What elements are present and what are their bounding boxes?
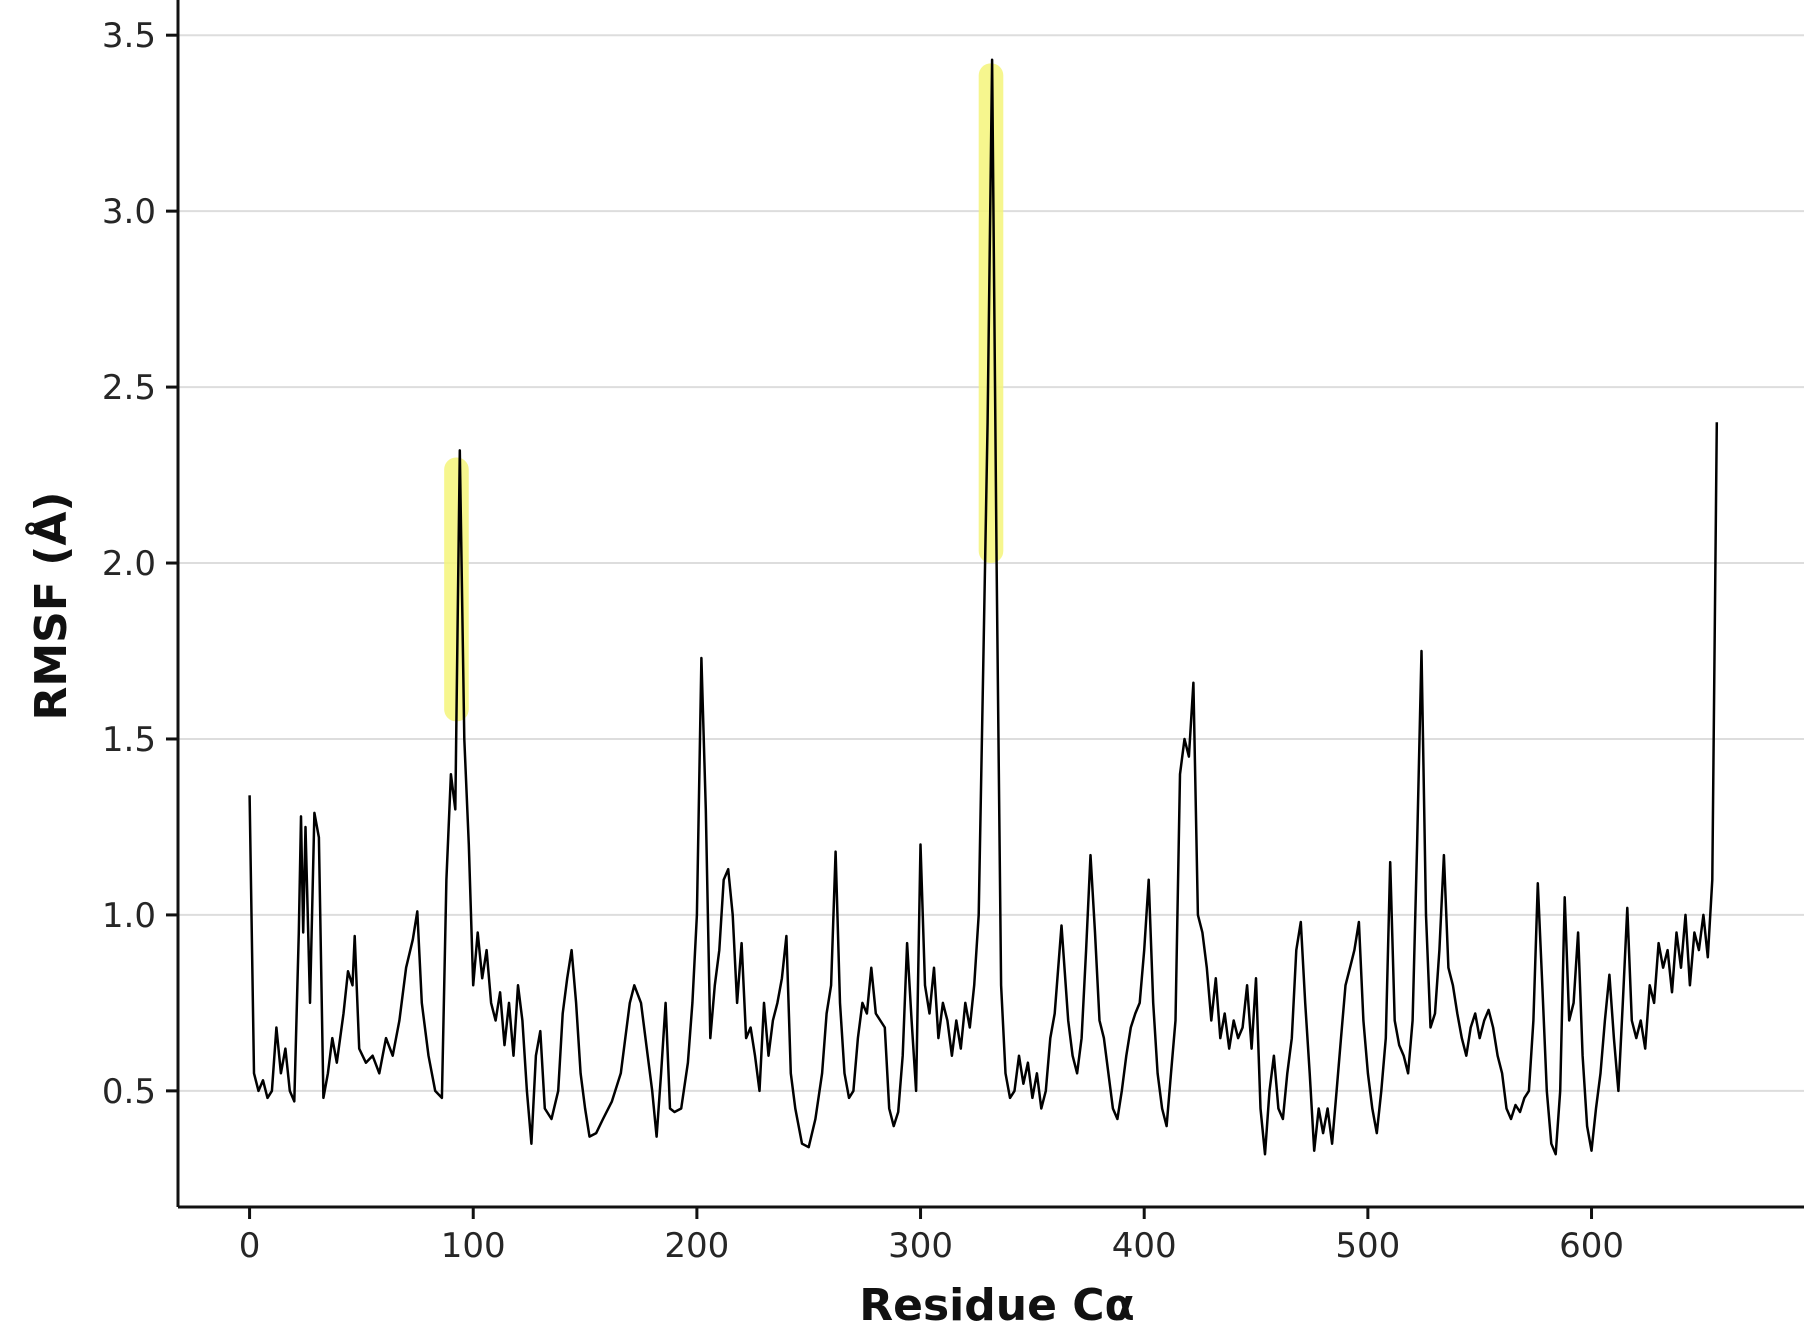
y-tick-label: 2.0 bbox=[102, 544, 156, 584]
x-tick-label: 500 bbox=[1335, 1226, 1400, 1266]
rmsf-series-line bbox=[248, 58, 1719, 1156]
x-tick-label: 0 bbox=[239, 1226, 261, 1266]
x-axis-title: Residue Cα bbox=[859, 1280, 1135, 1331]
x-tick-label: 300 bbox=[888, 1226, 953, 1266]
y-tick-label: 2.5 bbox=[102, 368, 156, 408]
data-series bbox=[248, 58, 1719, 1156]
y-axis-title: RMSF (Å) bbox=[24, 491, 77, 720]
x-ticks: 0 100 200 300 400 500 600 bbox=[239, 1207, 1624, 1266]
x-tick-label: 200 bbox=[664, 1226, 729, 1266]
y-tick-label: 3.0 bbox=[102, 192, 156, 232]
x-tick-label: 100 bbox=[441, 1226, 506, 1266]
axes bbox=[176, 0, 1804, 1209]
x-tick-label: 400 bbox=[1112, 1226, 1177, 1266]
x-tick-label: 600 bbox=[1559, 1226, 1624, 1266]
highlight-bands bbox=[444, 63, 1004, 722]
y-tick-label: 0.5 bbox=[102, 1072, 156, 1112]
highlight-band bbox=[978, 63, 1004, 564]
y-tick-label: 3.5 bbox=[102, 16, 156, 56]
y-tick-label: 1.0 bbox=[102, 896, 156, 936]
y-ticks: 0.5 1.0 1.5 2.0 2.5 3.0 3.5 bbox=[102, 16, 178, 1112]
y-tick-label: 1.5 bbox=[102, 720, 156, 760]
